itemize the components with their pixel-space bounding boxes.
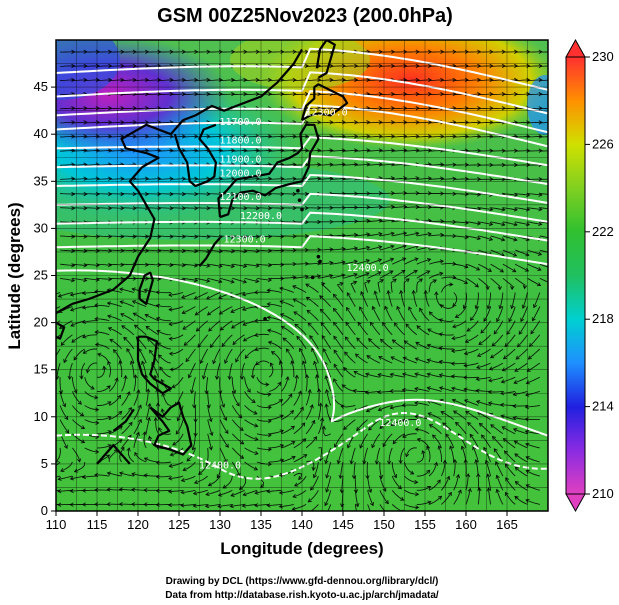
coastline <box>217 123 320 219</box>
island-marker <box>316 254 321 259</box>
contour-label: 12300.0 <box>224 235 266 246</box>
y-tick-label: 25 <box>34 268 48 283</box>
x-tick-label: 155 <box>414 517 436 532</box>
colorbar-tick-label: 214 <box>592 399 614 414</box>
island-marker <box>297 198 302 202</box>
y-tick-label: 35 <box>34 173 48 188</box>
coastline <box>315 40 336 79</box>
y-axis-label: Latitude (degrees) <box>5 202 24 349</box>
contour-label: 12300.0 <box>306 107 348 118</box>
x-tick-label: 125 <box>168 517 190 532</box>
coastline <box>138 271 154 305</box>
colorbar-tick-label: 226 <box>592 136 614 151</box>
streamline-paths <box>56 51 548 511</box>
x-tick-label: 140 <box>291 517 313 532</box>
streamline-arrowheads <box>56 49 543 511</box>
contour-label: 12400.0 <box>347 263 389 274</box>
coastline <box>198 237 221 267</box>
plot-field <box>56 40 548 511</box>
credit-data: Data from http://database.rish.kyoto-u.a… <box>165 590 439 601</box>
chart-title: GSM 00Z25Nov2023 (200.0hPa) <box>157 5 453 27</box>
coastline <box>149 401 193 456</box>
coastline <box>56 321 66 340</box>
colorbar-body <box>565 56 586 495</box>
colorbar-tick-label: 222 <box>592 224 614 239</box>
contour-label: 12400.0 <box>199 461 241 472</box>
y-tick-label: 30 <box>34 220 48 235</box>
colorbar-tick-label: 230 <box>592 49 614 64</box>
y-tick-label: 20 <box>34 315 48 330</box>
contour-label: 11900.0 <box>219 154 261 165</box>
y-tick-label: 0 <box>41 503 48 518</box>
contour-label: 11700.0 <box>219 117 261 128</box>
y-tick-label: 40 <box>34 126 48 141</box>
colorbar-min-arrow <box>565 493 586 513</box>
x-tick-label: 120 <box>127 517 149 532</box>
x-axis-ticks: 110 115 120 125 130 135 140 145 150 155 160 165 <box>46 511 518 532</box>
x-tick-label: 110 <box>46 517 67 532</box>
y-tick-label: 10 <box>34 409 48 424</box>
x-tick-label: 165 <box>496 517 518 532</box>
coastline <box>96 444 131 465</box>
grid-lines <box>56 40 548 511</box>
y-tick-label: 15 <box>34 362 48 377</box>
x-tick-label: 145 <box>332 517 354 532</box>
colorbar-max-arrow <box>565 38 586 58</box>
y-axis-ticks: 0 5 10 15 20 25 30 35 40 45 <box>34 79 56 518</box>
contour-label: 12000.0 <box>219 169 261 180</box>
contour-line <box>56 412 548 480</box>
contour-line <box>56 269 548 437</box>
island-marker <box>318 259 322 264</box>
contour-label: 12400.0 <box>379 418 421 429</box>
x-tick-label: 130 <box>209 517 231 532</box>
contour-label: 12100.0 <box>219 192 261 203</box>
island-marker <box>296 188 300 193</box>
contour-label: 11800.0 <box>219 136 261 147</box>
x-tick-label: 160 <box>455 517 477 532</box>
coastline <box>136 335 172 395</box>
island-marker <box>310 275 315 280</box>
colorbar-tick-label: 210 <box>592 486 614 501</box>
x-tick-label: 115 <box>87 517 108 532</box>
colorbar-tick-label: 218 <box>592 311 614 326</box>
colorbar: 210 214 218 222 226 230 <box>565 38 614 513</box>
coastline <box>56 48 303 315</box>
contour-labels: 11700.0 11800.0 11900.0 12000.0 12100.0 12200… <box>199 107 422 471</box>
y-tick-label: 45 <box>34 79 48 94</box>
x-tick-label: 135 <box>250 517 272 532</box>
coastline <box>173 123 217 188</box>
coastline <box>56 369 58 413</box>
x-axis-label: Longitude (degrees) <box>220 539 383 558</box>
island-marker <box>263 317 267 321</box>
x-tick-label: 150 <box>373 517 395 532</box>
y-tick-label: 5 <box>41 456 48 471</box>
contour-label: 12200.0 <box>240 211 282 222</box>
wind-streamlines <box>56 49 548 511</box>
credit-drawing: Drawing by DCL (https://www.gfd-dennou.o… <box>166 576 439 587</box>
